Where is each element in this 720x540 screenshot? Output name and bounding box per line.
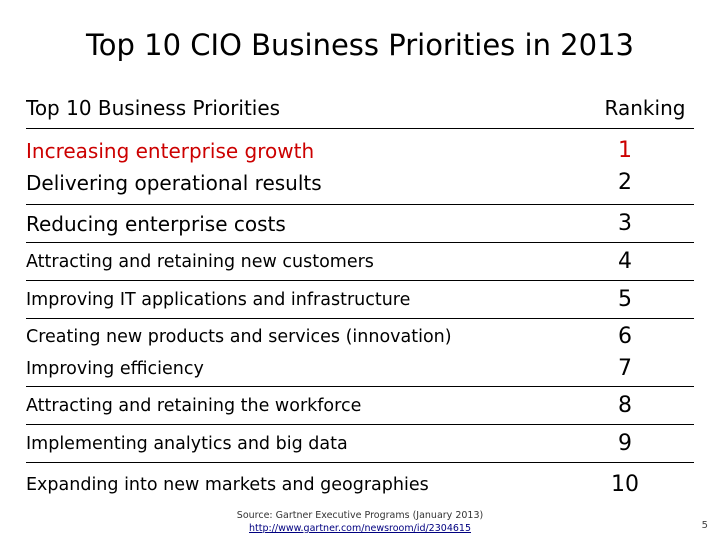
source-link[interactable]: http://www.gartner.com/newsroom/id/23046…: [249, 523, 471, 534]
table-row: Increasing enterprise growth Delivering …: [26, 129, 694, 205]
table-row: Attracting and retaining new customers 4: [26, 243, 694, 281]
page-number: 5: [701, 520, 708, 531]
priority-item: Implementing analytics and big data: [26, 433, 348, 454]
priority-cell: Attracting and retaining the workforce: [26, 387, 556, 425]
rank-value: 3: [618, 210, 632, 236]
rank-cell: 10: [556, 463, 694, 507]
rank-value: 5: [618, 286, 632, 312]
rank-cell: 8: [556, 387, 694, 425]
rank-value: 7: [618, 355, 632, 381]
priority-item: Improving efficiency: [26, 358, 204, 379]
table-row: Expanding into new markets and geographi…: [26, 463, 694, 507]
priority-item: Creating new products and services (inno…: [26, 326, 452, 347]
rank-value: 1: [618, 137, 632, 163]
priority-cell: Reducing enterprise costs: [26, 205, 556, 243]
rank-value: 9: [618, 430, 632, 456]
priority-item: Reducing enterprise costs: [26, 211, 286, 236]
rank-value: 2: [618, 169, 632, 195]
table-row: Attracting and retaining the workforce 8: [26, 387, 694, 425]
rank-value: 10: [611, 471, 639, 497]
source-text: Source: Gartner Executive Programs (Janu…: [236, 510, 484, 521]
priority-cell: Attracting and retaining new customers: [26, 243, 556, 281]
rank-cell: 9: [556, 425, 694, 463]
priority-item: Improving IT applications and infrastruc…: [26, 289, 411, 310]
rank-value: 4: [618, 248, 632, 274]
table-row: Creating new products and services (inno…: [26, 319, 694, 387]
header-ranking: Ranking: [604, 96, 686, 120]
priority-cell: Expanding into new markets and geographi…: [26, 463, 556, 507]
rank-cell: 6 7: [556, 319, 694, 387]
priority-item: Attracting and retaining the workforce: [26, 395, 362, 416]
priority-cell: Implementing analytics and big data: [26, 425, 556, 463]
priority-item: Delivering operational results: [26, 170, 322, 195]
table-row: Implementing analytics and big data 9: [26, 425, 694, 463]
rank-cell: 1 2: [556, 129, 694, 205]
rank-value: 6: [618, 323, 632, 349]
table-row: Improving IT applications and infrastruc…: [26, 281, 694, 319]
priority-cell: Increasing enterprise growth Delivering …: [26, 129, 556, 205]
table-row: Reducing enterprise costs 3: [26, 205, 694, 243]
priority-item: Increasing enterprise growth: [26, 138, 315, 163]
header-priorities: Top 10 Business Priorities: [26, 96, 281, 120]
priority-item: Attracting and retaining new customers: [26, 251, 374, 272]
source-footer: Source: Gartner Executive Programs (Janu…: [0, 509, 720, 535]
rank-cell: 5: [556, 281, 694, 319]
rank-cell: 3: [556, 205, 694, 243]
table-header-row: Top 10 Business Priorities Ranking: [26, 88, 694, 129]
slide-title: Top 10 CIO Business Priorities in 2013: [86, 28, 634, 62]
rank-value: 8: [618, 392, 632, 418]
priority-cell: Improving IT applications and infrastruc…: [26, 281, 556, 319]
priority-cell: Creating new products and services (inno…: [26, 319, 556, 387]
rank-cell: 4: [556, 243, 694, 281]
priorities-table: Top 10 Business Priorities Ranking Incre…: [26, 88, 694, 507]
priority-item: Expanding into new markets and geographi…: [26, 474, 429, 495]
